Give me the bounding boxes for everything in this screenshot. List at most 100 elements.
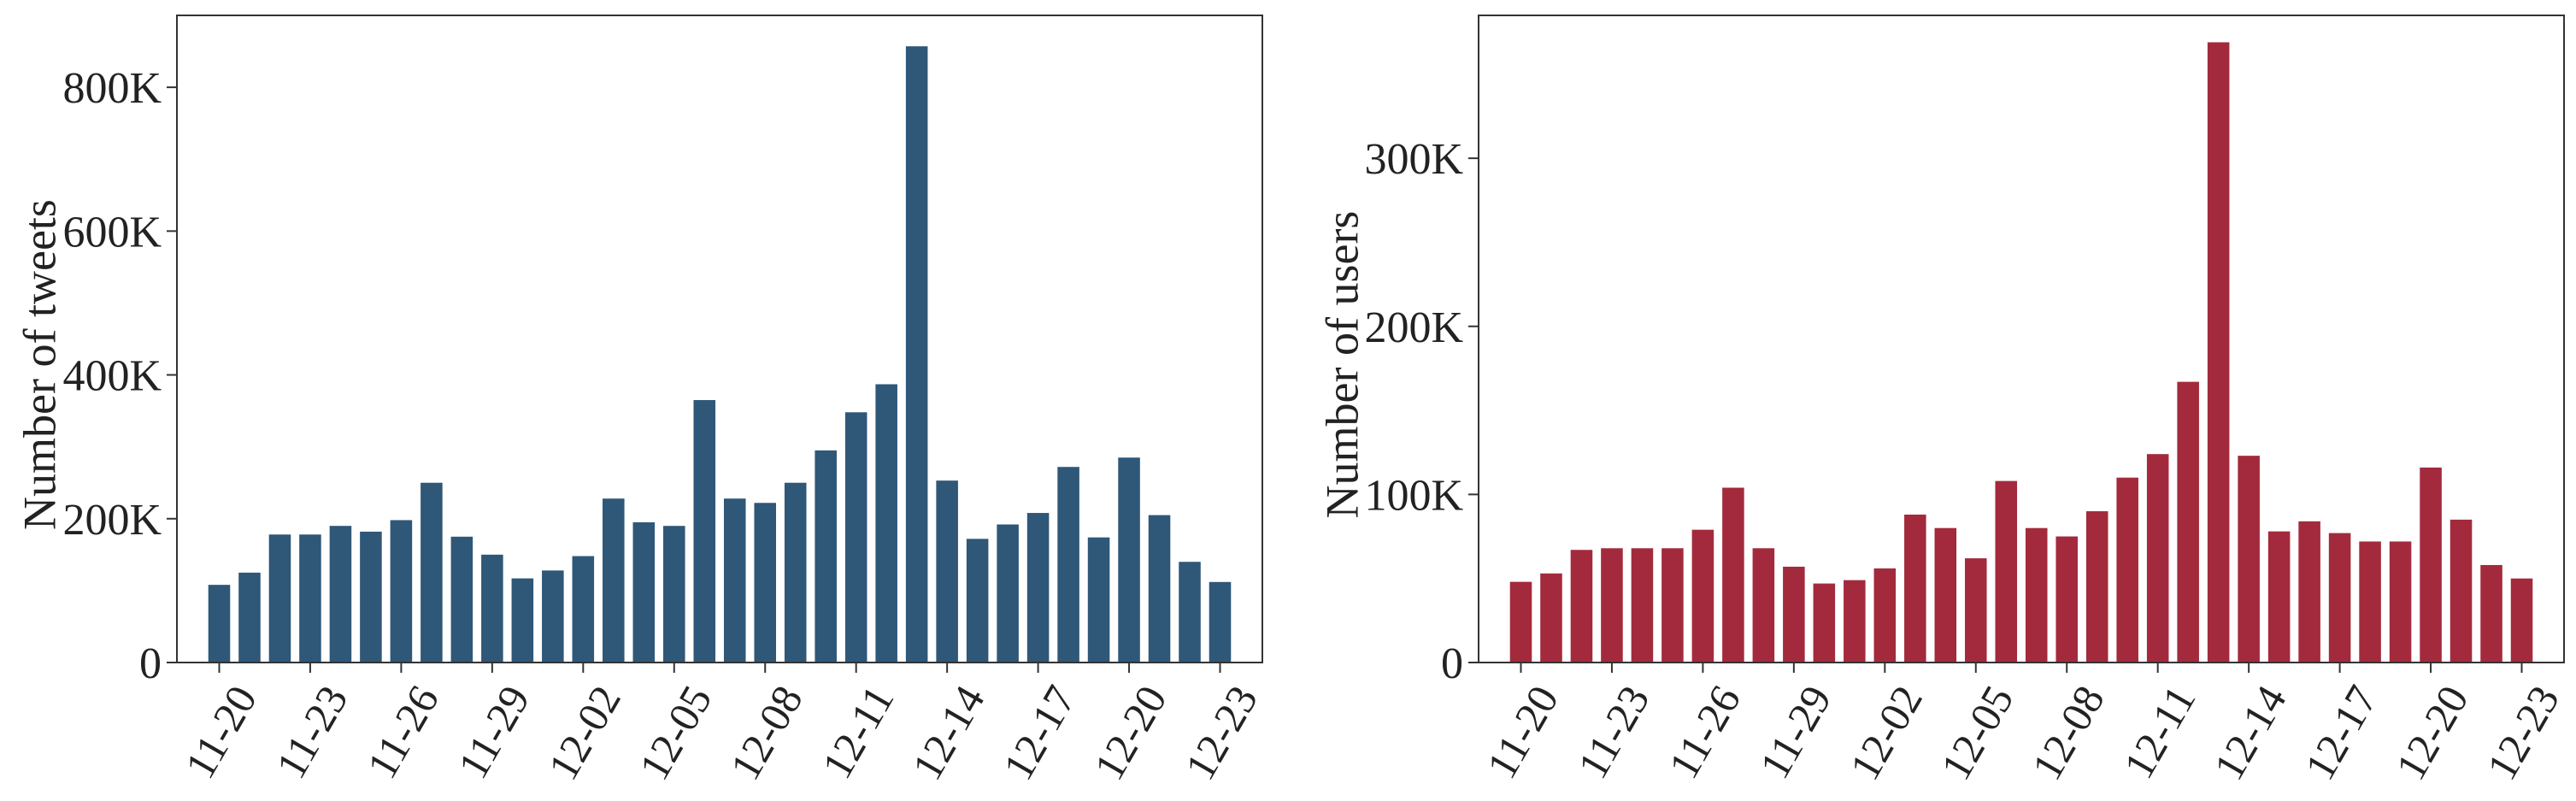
bar-11-25 <box>1661 548 1684 663</box>
bar-11-26 <box>390 520 413 663</box>
y-tick-label: 600K <box>62 208 162 256</box>
y-tick-label: 200K <box>62 496 162 545</box>
plot-frame <box>176 15 1263 663</box>
bar-11-23 <box>1601 548 1623 663</box>
bar-12-09 <box>2085 511 2108 663</box>
x-tick-label: 12-17 <box>993 678 1085 788</box>
x-tick-label: 12-05 <box>630 678 721 788</box>
x-tick-label: 12-08 <box>2022 678 2114 788</box>
x-tick-label: 12-02 <box>1840 678 1932 788</box>
bar-12-01 <box>542 570 564 663</box>
bar-12-22 <box>1179 562 1201 663</box>
y-axis-label: Number of users <box>1316 211 1367 519</box>
x-tick-label: 11-23 <box>1568 678 1659 786</box>
bar-12-10 <box>2116 477 2138 663</box>
bar-12-06 <box>693 399 716 663</box>
bar-11-22 <box>1570 550 1593 663</box>
x-tick-label: 11-26 <box>1659 677 1750 786</box>
y-axis-label: Number of tweets <box>14 199 65 530</box>
bar-12-03 <box>1904 514 1926 663</box>
bar-12-23 <box>2510 578 2533 663</box>
x-tick-label: 12-11 <box>2114 678 2204 786</box>
x-tick-label: 12-20 <box>2386 678 2478 788</box>
x-tick-label: 12-05 <box>1932 678 2023 788</box>
bar-12-22 <box>2480 564 2502 663</box>
bar-12-08 <box>2056 536 2078 663</box>
bar-12-12 <box>875 384 897 663</box>
plot-frame <box>1478 15 2565 663</box>
bar-12-18 <box>2359 541 2381 663</box>
bar-12-19 <box>2389 541 2412 663</box>
bar-12-13 <box>2207 42 2230 663</box>
y-tick-label: 800K <box>62 64 162 113</box>
bar-12-23 <box>1209 581 1232 663</box>
x-tick-label: 11-23 <box>267 678 357 786</box>
bar-11-20 <box>208 585 231 663</box>
bar-11-24 <box>329 526 352 663</box>
bar-11-30 <box>511 578 534 663</box>
bar-11-21 <box>1540 573 1562 663</box>
bar-11-21 <box>238 572 261 663</box>
x-tick-label: 11-20 <box>175 678 266 786</box>
bar-12-15 <box>2267 531 2291 663</box>
bar-11-20 <box>1509 581 1532 663</box>
x-tick-label: 11-20 <box>1477 678 1567 786</box>
bar-12-12 <box>2177 381 2199 663</box>
bar-11-30 <box>1813 583 1836 663</box>
x-tick-label: 11-29 <box>449 678 539 786</box>
bar-12-16 <box>997 524 1019 663</box>
bar-12-04 <box>632 521 656 663</box>
bar-12-17 <box>2328 533 2351 663</box>
bar-12-11 <box>2146 454 2169 663</box>
bar-11-24 <box>1631 548 1654 663</box>
bar-12-17 <box>1026 513 1050 663</box>
x-tick-label: 12-14 <box>903 678 994 788</box>
bar-11-25 <box>360 531 382 663</box>
x-tick-label: 12-20 <box>1085 678 1176 788</box>
x-tick-label: 12-17 <box>2295 678 2386 788</box>
bar-12-21 <box>1148 515 1171 663</box>
bar-12-20 <box>1118 457 1140 663</box>
bar-12-02 <box>1873 568 1897 663</box>
bar-12-14 <box>2238 456 2260 663</box>
y-tick-label: 100K <box>1364 471 1463 520</box>
bar-12-05 <box>663 526 685 663</box>
y-tick-label: 300K <box>1364 135 1463 184</box>
x-tick-label: 11-29 <box>1750 678 1841 786</box>
x-tick-label: 11-26 <box>357 678 448 786</box>
bar-12-14 <box>936 480 958 663</box>
y-tick-label: 200K <box>1364 303 1463 352</box>
bar-11-29 <box>1783 566 1805 663</box>
bar-12-09 <box>784 482 807 663</box>
bar-12-18 <box>1057 467 1079 663</box>
bar-11-27 <box>1722 487 1744 663</box>
bar-12-07 <box>723 498 746 663</box>
bar-12-08 <box>754 503 776 663</box>
y-tick-label: 0 <box>1441 639 1463 688</box>
bar-12-21 <box>2450 519 2473 663</box>
x-tick-label: 12-23 <box>1175 678 1267 788</box>
bar-12-10 <box>815 450 837 663</box>
bar-11-29 <box>481 554 503 663</box>
bar-12-05 <box>1965 558 1987 663</box>
bar-12-15 <box>966 539 989 663</box>
x-tick-label: 12-11 <box>812 678 903 786</box>
x-tick-label: 12-14 <box>2204 678 2296 788</box>
bar-11-27 <box>421 482 443 663</box>
bar-12-04 <box>1934 527 1957 663</box>
x-tick-label: 12-08 <box>720 678 812 788</box>
bar-12-19 <box>1087 537 1110 663</box>
bar-11-28 <box>450 536 473 663</box>
bar-12-03 <box>603 498 625 663</box>
bar-11-22 <box>268 534 291 663</box>
bar-12-06 <box>1995 480 2018 663</box>
bar-11-26 <box>1691 529 1714 663</box>
x-tick-label: 12-23 <box>2477 678 2568 788</box>
bar-12-16 <box>2298 521 2320 663</box>
x-tick-label: 12-02 <box>538 678 630 788</box>
bar-12-01 <box>1844 580 1866 663</box>
bar-12-11 <box>844 412 867 663</box>
